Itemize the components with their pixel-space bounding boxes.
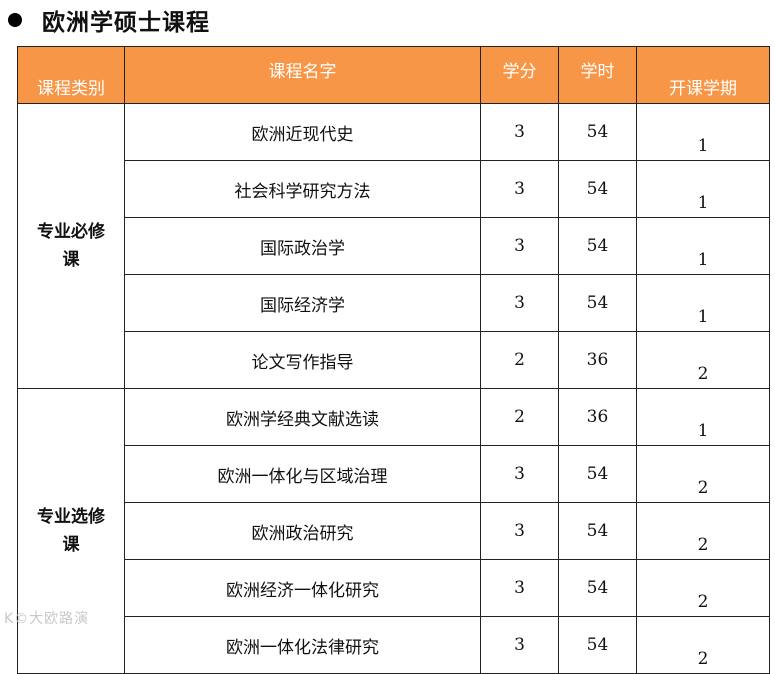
course-hours: 54 [558, 445, 637, 503]
course-credit: 3 [480, 217, 559, 275]
course-name: 欧洲学经典文献选读 [124, 388, 481, 446]
course-credit: 2 [480, 388, 559, 446]
course-name: 欧洲经济一体化研究 [124, 559, 481, 617]
course-name: 社会科学研究方法 [124, 160, 481, 218]
course-term: 1 [636, 274, 770, 332]
course-hours: 54 [558, 274, 637, 332]
bullet-icon [8, 13, 22, 27]
table-row: 欧洲经济一体化研究 3 54 2 [18, 559, 770, 617]
course-hours: 54 [558, 103, 637, 161]
table-row: 专业必修 课 欧洲近现代史 3 54 1 [17, 103, 770, 389]
course-credit: 3 [480, 559, 559, 617]
course-name: 论文写作指导 [124, 331, 481, 389]
course-credit: 3 [480, 160, 559, 218]
course-name: 国际经济学 [124, 274, 481, 332]
table-row: 国际政治学 3 54 1 [18, 217, 770, 275]
course-credit: 3 [480, 274, 559, 332]
header-category: 课程类别 [17, 46, 125, 104]
course-term: 2 [636, 331, 770, 389]
course-term: 2 [636, 445, 770, 503]
course-credit: 2 [480, 331, 559, 389]
table-row: 欧洲政治研究 3 54 2 [18, 502, 770, 560]
category-required: 专业必修 课 [17, 103, 125, 389]
table-row: 欧洲一体化法律研究 3 54 2 [18, 616, 770, 674]
course-term: 1 [636, 160, 770, 218]
table-row: 专业选修 课 欧洲学经典文献选读 2 36 1 [17, 388, 770, 674]
table-row: 国际经济学 3 54 1 [18, 274, 770, 332]
header-course-name: 课程名字 [124, 46, 481, 104]
table-header-row: 课程类别 课程名字 学分 学时 开课学期 [17, 46, 770, 104]
table-row: 论文写作指导 2 36 2 [18, 331, 770, 389]
header-credit: 学分 [480, 46, 559, 104]
header-hours: 学时 [558, 46, 637, 104]
course-term: 2 [636, 616, 770, 674]
course-name: 国际政治学 [124, 217, 481, 275]
course-name: 欧洲政治研究 [124, 502, 481, 560]
course-credit: 3 [480, 103, 559, 161]
course-term: 1 [636, 217, 770, 275]
course-hours: 54 [558, 616, 637, 674]
course-hours: 36 [558, 331, 637, 389]
page-title: 欧洲学硕士课程 [42, 9, 210, 36]
watermark: K©大欧路演 [4, 611, 90, 627]
course-term: 1 [636, 388, 770, 446]
course-hours: 54 [558, 217, 637, 275]
course-hours: 36 [558, 388, 637, 446]
section-heading: 欧洲学硕士课程 [6, 2, 210, 38]
table-row: 欧洲一体化与区域治理 3 54 2 [18, 445, 770, 503]
course-name: 欧洲一体化法律研究 [124, 616, 481, 674]
course-hours: 54 [558, 502, 637, 560]
course-credit: 3 [480, 616, 559, 674]
course-term: 2 [636, 559, 770, 617]
table-row: 社会科学研究方法 3 54 1 [18, 160, 770, 218]
course-term: 2 [636, 502, 770, 560]
course-hours: 54 [558, 559, 637, 617]
category-elective: 专业选修 课 [17, 388, 125, 674]
course-table: 课程类别 课程名字 学分 学时 开课学期 专业必修 课 欧洲近现代史 3 54 … [17, 46, 770, 674]
course-name: 欧洲近现代史 [124, 103, 481, 161]
course-name: 欧洲一体化与区域治理 [124, 445, 481, 503]
header-term: 开课学期 [636, 46, 770, 104]
course-hours: 54 [558, 160, 637, 218]
course-credit: 3 [480, 445, 559, 503]
course-term: 1 [636, 103, 770, 161]
course-credit: 3 [480, 502, 559, 560]
